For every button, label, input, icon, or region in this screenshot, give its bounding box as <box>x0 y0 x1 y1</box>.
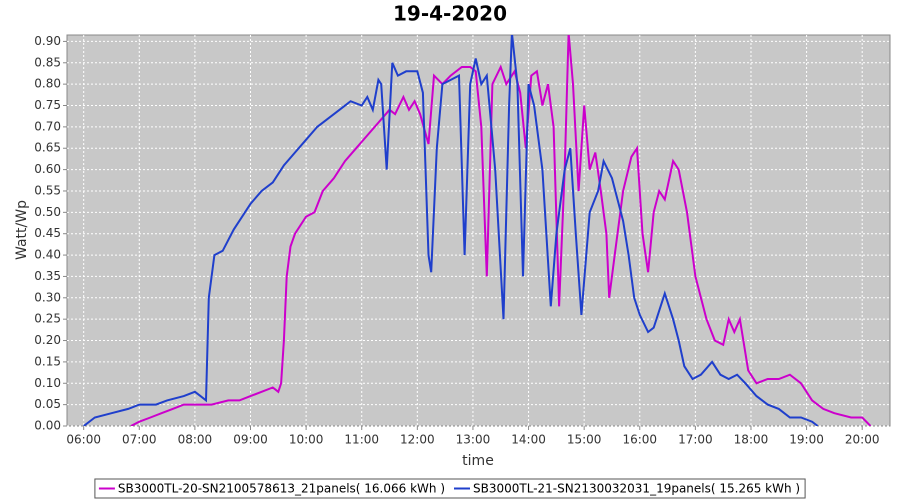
y-tick-label: 0.00 <box>34 419 61 433</box>
y-tick-label: 0.90 <box>34 34 61 48</box>
y-tick-label: 0.15 <box>34 354 61 368</box>
x-tick-label: 13:00 <box>456 433 491 447</box>
series-line <box>83 35 819 426</box>
x-tick-label: 18:00 <box>734 433 769 447</box>
x-tick-label: 19:00 <box>789 433 824 447</box>
x-tick-label: 20:00 <box>845 433 880 447</box>
y-tick-label: 0.80 <box>34 77 61 91</box>
y-tick-label: 0.10 <box>34 376 61 390</box>
y-axis-label: Watt/Wp <box>14 200 30 260</box>
x-tick-label: 06:00 <box>66 433 101 447</box>
x-tick-label: 11:00 <box>344 433 379 447</box>
x-tick-label: 08:00 <box>178 433 213 447</box>
y-tick-label: 0.55 <box>34 183 61 197</box>
y-tick-label: 0.25 <box>34 312 61 326</box>
x-tick-label: 15:00 <box>567 433 602 447</box>
y-tick-label: 0.40 <box>34 248 61 262</box>
x-tick-label: 17:00 <box>678 433 713 447</box>
y-tick-label: 0.30 <box>34 290 61 304</box>
y-tick-label: 0.70 <box>34 119 61 133</box>
legend-box <box>94 478 806 499</box>
x-tick-label: 09:00 <box>233 433 268 447</box>
x-tick-label: 12:00 <box>400 433 435 447</box>
legend-label: SB3000TL-20-SN2100578613_21panels( 16.06… <box>118 482 445 496</box>
x-tick-label: 16:00 <box>622 433 657 447</box>
y-tick-label: 0.60 <box>34 162 61 176</box>
y-tick-label: 0.85 <box>34 55 61 69</box>
x-tick-label: 10:00 <box>289 433 324 447</box>
y-tick-label: 0.05 <box>34 397 61 411</box>
chart-title: 19-4-2020 <box>393 2 507 26</box>
y-tick-label: 0.35 <box>34 269 61 283</box>
y-tick-label: 0.50 <box>34 205 61 219</box>
x-tick-label: 07:00 <box>122 433 157 447</box>
y-tick-label: 0.45 <box>34 226 61 240</box>
x-tick-label: 14:00 <box>511 433 546 447</box>
y-tick-label: 0.75 <box>34 98 61 112</box>
y-tick-label: 0.20 <box>34 333 61 347</box>
x-axis-label: time <box>462 453 494 469</box>
legend-label: SB3000TL-21-SN2130032031_19panels( 15.26… <box>473 482 800 496</box>
y-tick-label: 0.65 <box>34 141 61 155</box>
